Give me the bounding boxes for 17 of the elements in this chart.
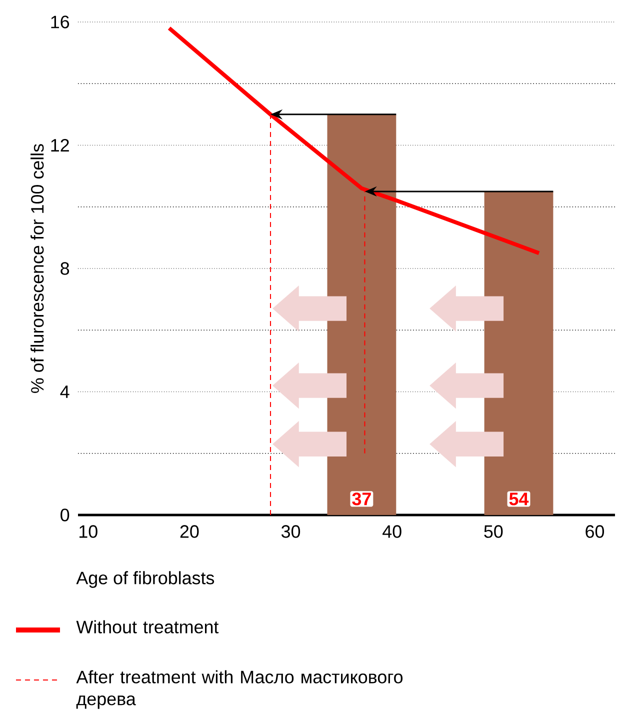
legend-label: After treatment with Масло мастикового дерева	[76, 670, 403, 709]
x-tick-label: 50	[484, 525, 503, 538]
x-tick-label: 40	[382, 525, 402, 538]
x-tick-label: 60	[586, 525, 604, 538]
x-tick-label: 20	[180, 525, 199, 538]
y-tick-label: 16	[51, 16, 70, 28]
x-tick-label: 10	[80, 525, 98, 538]
legend-label: Without treatment	[76, 620, 219, 634]
y-tick-label: 8	[60, 262, 70, 275]
y-tick-label: 4	[60, 386, 70, 398]
y-axis-title: % of flurorescence for 100 cells	[30, 144, 44, 393]
y-tick-label: 0	[60, 508, 70, 522]
x-axis-title: Age of fibroblasts	[76, 571, 214, 588]
annotation: 54	[509, 492, 529, 506]
annotation: 37	[352, 492, 371, 506]
y-tick-label: 12	[51, 138, 69, 152]
x-tick-label: 30	[281, 525, 300, 538]
